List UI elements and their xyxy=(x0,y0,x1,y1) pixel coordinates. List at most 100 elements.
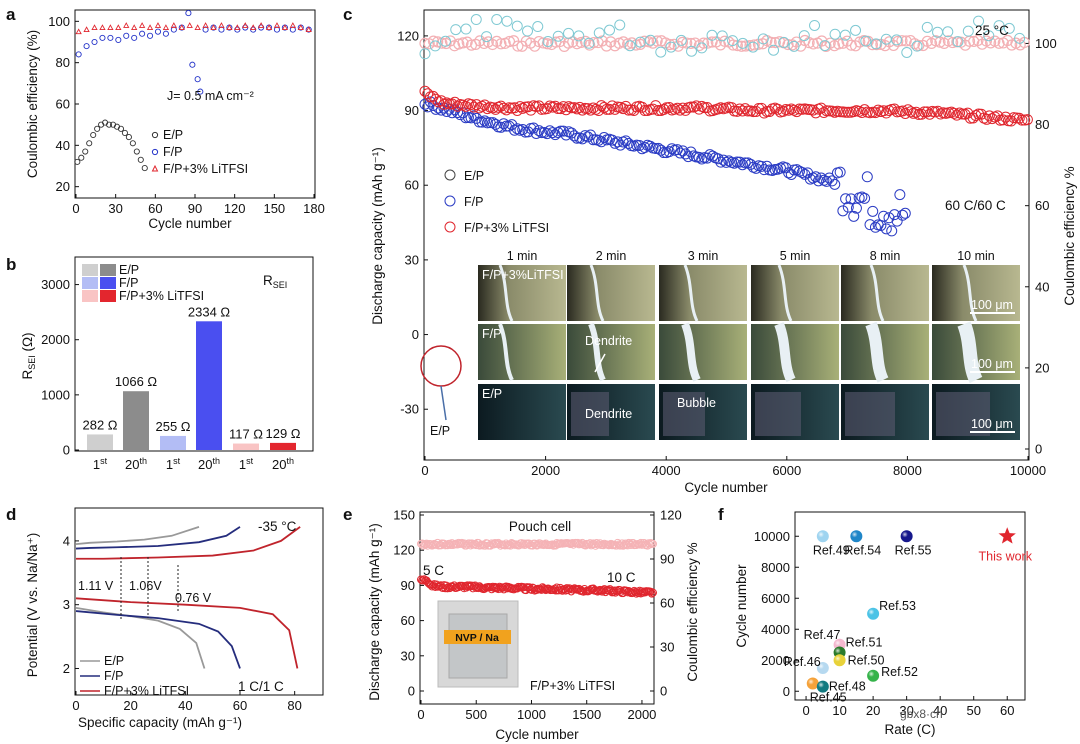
data-point-F/P+3% LiTFSI xyxy=(162,24,170,30)
capacity-point-F/P+3% LiTFSI capacity xyxy=(468,101,480,113)
capacity-point-F/P capacity xyxy=(837,205,849,217)
capacity-point-F/P+3% LiTFSI capacity xyxy=(818,106,830,118)
data-point-E/P xyxy=(133,148,140,155)
capacity-point-F/P+3% LiTFSI capacity xyxy=(571,103,583,115)
ce-point-F/P CE xyxy=(495,38,507,50)
x-tick-label: 4000 xyxy=(652,463,681,478)
y-tick-label: 20 xyxy=(56,179,70,194)
data-point-F/P+3% LiTFSI xyxy=(186,22,193,28)
capacity-point-F/P capacity xyxy=(460,112,472,124)
bar-value-label: 2334 Ω xyxy=(188,304,231,319)
ref-label-Ref.45: Ref.45 xyxy=(810,691,847,705)
time-label: 1 min xyxy=(507,249,538,263)
x-tick-label: 2000 xyxy=(531,463,560,478)
capacity-point-F/P capacity xyxy=(435,104,447,116)
panel-b-legend-fp: F/P xyxy=(119,276,138,290)
capacity-point-F/P+3% LiTFSI capacity xyxy=(555,103,567,115)
y-tick-label: 0 xyxy=(63,443,70,458)
ce-point-F/P+3% LiTFSI CE xyxy=(450,24,462,36)
ce-point-F/P+3% LiTFSI CE xyxy=(563,27,575,39)
y-tick-label: 40 xyxy=(56,138,70,153)
capacity-point-F/P+3% LiTFSI capacity xyxy=(1000,111,1012,123)
x-tick-label: 0 xyxy=(72,201,79,216)
capacity-point-F/P capacity xyxy=(707,150,719,162)
capacity-point-F/P+3% LiTFSI capacity xyxy=(918,106,930,118)
electrode-edge xyxy=(777,264,793,322)
y-tick-label: 60 xyxy=(56,97,70,112)
ce-point-F/P+3% LiTFSI CE xyxy=(921,21,933,33)
capacity-point-F/P capacity xyxy=(812,175,824,187)
y-tick-label: 100 xyxy=(1035,36,1057,51)
capacity-point-F/P capacity xyxy=(557,125,569,137)
ce-point-F/P CE xyxy=(605,36,617,48)
capacity-point-F/P capacity xyxy=(864,219,876,231)
panel-c-optical-images: F/P+3%LiTFSI 100 μm F/P 100 μm E/P 100 μm Dend… xyxy=(478,264,1020,440)
row-label: F/P+3%LiTFSI xyxy=(482,268,564,282)
x-tick-label: 1500 xyxy=(572,707,601,722)
capacity-point-F/P capacity xyxy=(473,116,485,128)
ce-point-F/P+3% LiTFSI CE xyxy=(716,30,728,42)
capacity-point-F/P+3% LiTFSI capacity xyxy=(609,103,621,115)
ref-label-Ref.49: Ref.49 xyxy=(813,543,850,557)
capacity-point-F/P+3% LiTFSI capacity xyxy=(772,103,784,115)
capacity-point-F/P capacity xyxy=(840,193,852,205)
panel-c-ylabel-right: Coulombic efficiency % xyxy=(1062,166,1077,305)
capacity-point-F/P+3% LiTFSI capacity xyxy=(509,102,521,114)
capacity-point-F/P+3% LiTFSI capacity xyxy=(479,99,491,111)
y-tick-label: 2000 xyxy=(41,332,70,347)
capacity-point-F/P+3% LiTFSI capacity xyxy=(443,98,455,110)
ce-point-F/P+3% LiTFSI CE xyxy=(901,47,913,59)
capacity-point-F/P+3% LiTFSI capacity xyxy=(533,100,545,112)
data-point-F/P+3% LiTFSI xyxy=(146,24,154,30)
capacity-point-F/P+3% LiTFSI capacity xyxy=(840,106,852,118)
capacity-point-F/P capacity xyxy=(441,105,453,117)
capacity-point-F/P capacity xyxy=(530,127,542,139)
panel-a-current-density: J= 0.5 mA cm⁻² xyxy=(167,89,254,103)
data-point-E/P xyxy=(74,158,81,165)
x-tick-label: 90 xyxy=(188,201,202,216)
capacity-point-F/P+3% LiTFSI capacity xyxy=(973,108,985,120)
charge-curve-F/P+3% LiTFSI xyxy=(76,526,301,560)
capacity-point-F/P+3% LiTFSI capacity xyxy=(916,108,928,120)
capacity-point-F/P+3% LiTFSI capacity xyxy=(652,104,664,116)
ce-point-F/P CE xyxy=(740,40,752,52)
y-tick-label: 60 xyxy=(405,178,419,193)
data-point-F/P+3% LiTFSI xyxy=(265,24,273,30)
panel-e-xticks: 0 500 1000 1500 2000 xyxy=(417,700,656,722)
ce-point-F/P+3% LiTFSI CE xyxy=(440,35,452,47)
ce-point-F/P+3% LiTFSI CE xyxy=(768,44,780,56)
ce-point-F/P CE xyxy=(896,35,908,47)
y-tick-label: 0 xyxy=(1035,442,1042,457)
ce-point-F/P+3% LiTFSI CE xyxy=(583,37,595,49)
capacity-point-F/P capacity xyxy=(582,131,594,143)
panel-c-yticks-right: 0 20 40 60 80 100 xyxy=(1025,36,1057,457)
ref-label-Ref.51: Ref.51 xyxy=(846,636,883,650)
capacity-point-F/P capacity xyxy=(479,115,491,127)
electrode-edge xyxy=(957,321,983,384)
panel-c-legend-marker-fp xyxy=(444,195,456,207)
capacity-point-F/P+3% LiTFSI capacity xyxy=(498,102,510,114)
panel-b-label: b xyxy=(6,255,16,274)
capacity-point-F/P+3% LiTFSI capacity xyxy=(859,104,871,116)
optical-image xyxy=(932,265,1020,321)
capacity-point-F/P+3% LiTFSI capacity xyxy=(566,102,578,114)
panel-c-frame xyxy=(423,9,1030,461)
capacity-point-F/P+3% LiTFSI capacity xyxy=(658,103,670,115)
data-point-E/P xyxy=(106,121,113,128)
ce-point-F/P+3% LiTFSI CE xyxy=(593,27,605,39)
bar-value-label: 255 Ω xyxy=(155,419,190,434)
ce-point-F/P CE xyxy=(879,40,891,52)
panel-c-legend-fp: F/P xyxy=(464,195,483,209)
capacity-point-F/P+3% LiTFSI capacity xyxy=(585,104,597,116)
capacity-point-F/P+3% LiTFSI capacity xyxy=(932,105,944,117)
panel-e-title: Pouch cell xyxy=(509,519,571,534)
y-tick-label: 60 xyxy=(401,613,415,628)
data-point-F/P+3% LiTFSI xyxy=(257,22,265,28)
watermark: gbx8·cn xyxy=(900,707,943,721)
panel-c-legend-fp3: F/P+3% LiTFSI xyxy=(464,221,549,235)
ce-point-F/P+3% LiTFSI CE xyxy=(624,40,636,52)
ce-point-F/P CE xyxy=(651,35,663,47)
data-point-F/P xyxy=(83,43,90,50)
capacity-point-F/P capacity xyxy=(829,178,841,190)
